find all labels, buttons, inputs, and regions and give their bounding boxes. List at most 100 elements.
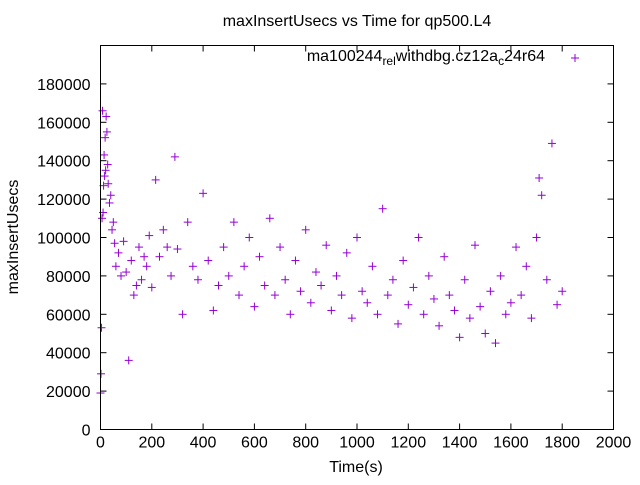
data-point (140, 252, 149, 261)
data-point (419, 310, 428, 319)
data-point (224, 271, 233, 280)
data-point (553, 300, 562, 309)
data-point (512, 243, 521, 252)
data-point (100, 172, 109, 181)
data-point (317, 281, 326, 290)
data-point (337, 291, 346, 300)
data-point (296, 287, 305, 296)
data-point (100, 150, 109, 159)
data-point (270, 291, 279, 300)
legend-label: ma100244relwithdbg.cz12ac24r64 (307, 48, 545, 68)
data-point (496, 271, 505, 280)
data-point (506, 298, 515, 307)
data-point (110, 239, 119, 248)
y-axis: 0 20000 40000 60000 80000 100000 120000 140000 1… (37, 77, 614, 440)
data-point (147, 283, 156, 292)
data-point (429, 294, 438, 303)
data-point (532, 233, 541, 242)
x-tick-label: 1000 (339, 435, 375, 452)
data-point (97, 323, 106, 332)
data-point (105, 198, 114, 207)
data-point (167, 271, 176, 280)
data-point (373, 310, 382, 319)
data-point (342, 248, 351, 257)
data-point (108, 225, 117, 234)
data-point (465, 314, 474, 323)
chart-title: maxInsertUsecs vs Time for qp500.L4 (223, 13, 492, 30)
data-point (291, 256, 300, 265)
data-point (460, 275, 469, 284)
data-point (424, 271, 433, 280)
data-point (322, 241, 331, 250)
data-point (155, 252, 164, 261)
data-point (209, 306, 218, 315)
data-point (363, 298, 372, 307)
data-point (151, 175, 160, 184)
data-point (368, 262, 377, 271)
data-point (537, 191, 546, 200)
data-point (522, 262, 531, 271)
data-point (399, 256, 408, 265)
y-tick-label: 80000 (46, 269, 91, 286)
data-point (250, 302, 259, 311)
x-tick-label: 400 (190, 435, 217, 452)
data-point (286, 310, 295, 319)
data-point (97, 369, 106, 378)
data-point (311, 268, 320, 277)
x-tick-label: 1200 (391, 435, 427, 452)
data-point (327, 306, 336, 315)
data-point (132, 281, 141, 290)
data-point (134, 243, 143, 252)
x-axis: 0 200 400 600 800 1000 1200 1400 1600 1800 2000 (96, 45, 632, 452)
data-point (101, 166, 110, 175)
data-point (163, 243, 172, 252)
data-point (102, 127, 111, 136)
y-tick-label: 180000 (37, 77, 90, 94)
data-point (183, 218, 192, 227)
data-point (306, 298, 315, 307)
y-tick-label: 60000 (46, 307, 91, 324)
data-point (114, 248, 123, 257)
y-tick-label: 40000 (46, 346, 91, 363)
x-axis-label: Time(s) (329, 459, 383, 476)
data-point (409, 283, 418, 292)
data-point (486, 287, 495, 296)
x-tick-label: 2000 (596, 435, 632, 452)
data-point (501, 310, 510, 319)
data-point (127, 256, 136, 265)
y-tick-label: 20000 (46, 384, 91, 401)
data-point (229, 218, 238, 227)
data-point (170, 152, 179, 161)
data-point (142, 262, 151, 271)
data-point (214, 281, 223, 290)
data-point (255, 252, 264, 261)
data-point (265, 214, 274, 223)
x-tick-label: 1400 (442, 435, 478, 452)
data-point (235, 291, 244, 300)
data-point (104, 179, 113, 188)
data-point (188, 262, 197, 271)
data-point (103, 160, 112, 169)
data-point (173, 245, 182, 254)
data-point (547, 139, 556, 148)
legend-marker (571, 54, 579, 62)
data-point (98, 106, 107, 115)
data-point (542, 275, 551, 284)
data-point (193, 275, 202, 284)
data-point (145, 231, 154, 240)
data-point (245, 233, 254, 242)
data-point (101, 133, 110, 142)
data-point (281, 275, 290, 284)
data-point (450, 306, 459, 315)
data-point (109, 218, 118, 227)
data-points (96, 106, 567, 398)
data-point (404, 300, 413, 309)
data-point (383, 291, 392, 300)
data-point (137, 275, 146, 284)
data-point (98, 214, 107, 223)
y-tick-label: 140000 (37, 154, 90, 171)
data-point (199, 189, 208, 198)
data-point (102, 112, 111, 121)
data-point (117, 271, 126, 280)
